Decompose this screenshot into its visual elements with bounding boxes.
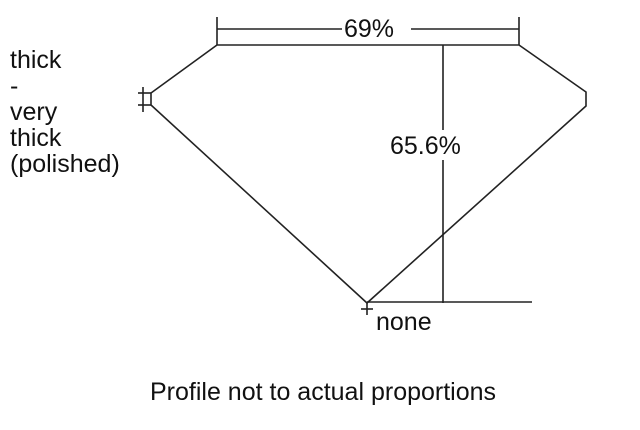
depth-percent-label: 65.6%	[390, 132, 461, 160]
girdle-label-line: very	[10, 98, 58, 126]
girdle-label-line: thick	[10, 124, 62, 152]
girdle-label-line: -	[10, 72, 19, 100]
girdle-label-line: (polished)	[10, 150, 120, 178]
girdle-label: thick - very thick (polished)	[10, 47, 120, 177]
girdle-label-line: thick	[10, 46, 62, 74]
gem-outline	[150, 44, 587, 305]
caption: Profile not to actual proportions	[150, 378, 497, 406]
table-percent-label: 69%	[344, 15, 395, 43]
culet-label: none	[376, 308, 432, 336]
